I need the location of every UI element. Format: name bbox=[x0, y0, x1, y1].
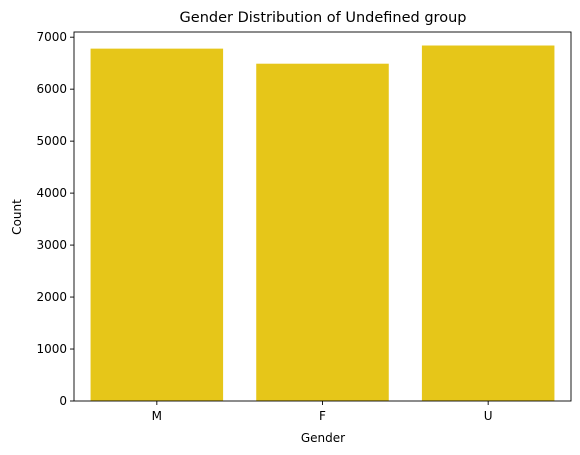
x-tick-label: M bbox=[152, 409, 162, 423]
y-axis-label: Count bbox=[10, 199, 24, 235]
bar-u bbox=[421, 45, 555, 402]
y-tick-label: 4000 bbox=[36, 186, 67, 200]
bar-m bbox=[90, 48, 224, 402]
bar-f bbox=[256, 63, 389, 401]
chart-title: Gender Distribution of Undefined group bbox=[180, 10, 467, 26]
y-tick-label: 7000 bbox=[36, 30, 67, 44]
y-tick-label: 5000 bbox=[36, 134, 67, 148]
y-tick-label: 6000 bbox=[36, 82, 67, 96]
x-axis-label: Gender bbox=[301, 431, 345, 445]
y-tick-label: 3000 bbox=[36, 238, 67, 252]
y-tick-label: 1000 bbox=[36, 342, 67, 356]
y-tick-label: 0 bbox=[59, 394, 67, 408]
x-tick-label: U bbox=[484, 409, 493, 423]
y-tick-label: 2000 bbox=[36, 290, 67, 304]
bars-group bbox=[90, 45, 555, 402]
y-axis: 0 1000 2000 3000 4000 5000 6000 7000 bbox=[36, 30, 74, 408]
x-tick-label: F bbox=[319, 409, 326, 423]
